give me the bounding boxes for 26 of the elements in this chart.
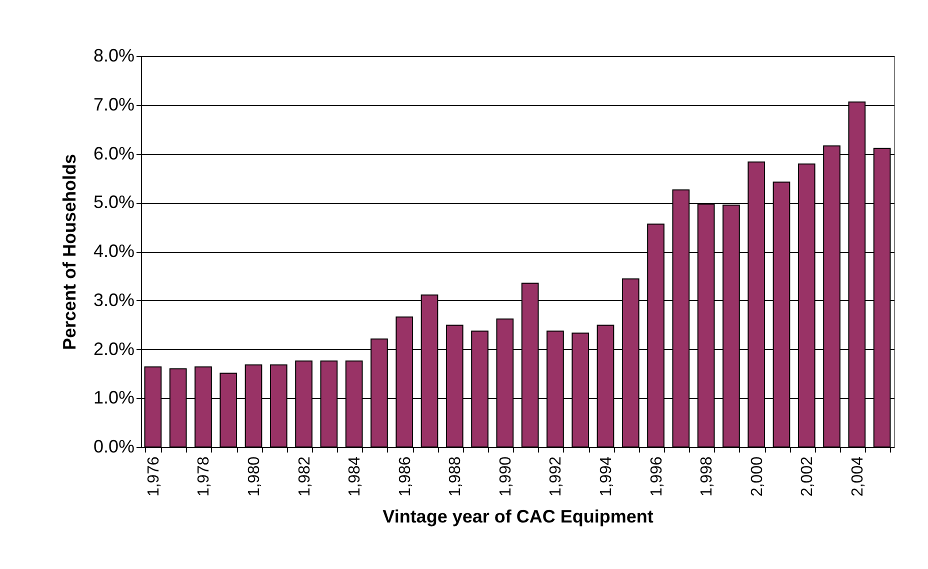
y-tick-label: 5.0% <box>93 192 134 212</box>
y-tick-label: 4.0% <box>93 241 134 261</box>
x-tick-label: 1,984 <box>346 456 364 497</box>
x-tick-label: 2,000 <box>748 456 766 497</box>
x-tick-label: 1,982 <box>296 456 314 497</box>
x-tick-label: 1,978 <box>196 456 213 497</box>
x-tick-label: 1,990 <box>497 456 514 497</box>
x-tick-label: 1,992 <box>548 456 565 497</box>
y-tick-label: 0.0% <box>93 436 134 456</box>
x-axis-title: Vintage year of CAC Equipment <box>382 506 654 527</box>
x-tick-label: 2,004 <box>849 456 866 497</box>
y-axis-title: Percent of Households <box>59 154 80 350</box>
x-tick-label: 1,976 <box>145 456 162 497</box>
x-tick-label: 1,996 <box>648 456 666 497</box>
x-tick-label: 1,980 <box>246 456 264 497</box>
x-tick-label: 1,986 <box>396 456 414 497</box>
y-tick-label: 8.0% <box>93 46 134 66</box>
x-tick-label: 2,002 <box>799 456 816 497</box>
x-tick-label: 1,994 <box>598 456 615 497</box>
y-tick-label: 6.0% <box>93 143 134 164</box>
y-tick-label: 3.0% <box>93 290 134 310</box>
x-tick-label: 1,988 <box>447 456 464 497</box>
y-tick-label: 2.0% <box>93 338 134 359</box>
y-tick-label: 7.0% <box>93 94 134 114</box>
y-tick-label: 1.0% <box>93 388 134 408</box>
x-tick-label: 1,998 <box>698 456 716 497</box>
